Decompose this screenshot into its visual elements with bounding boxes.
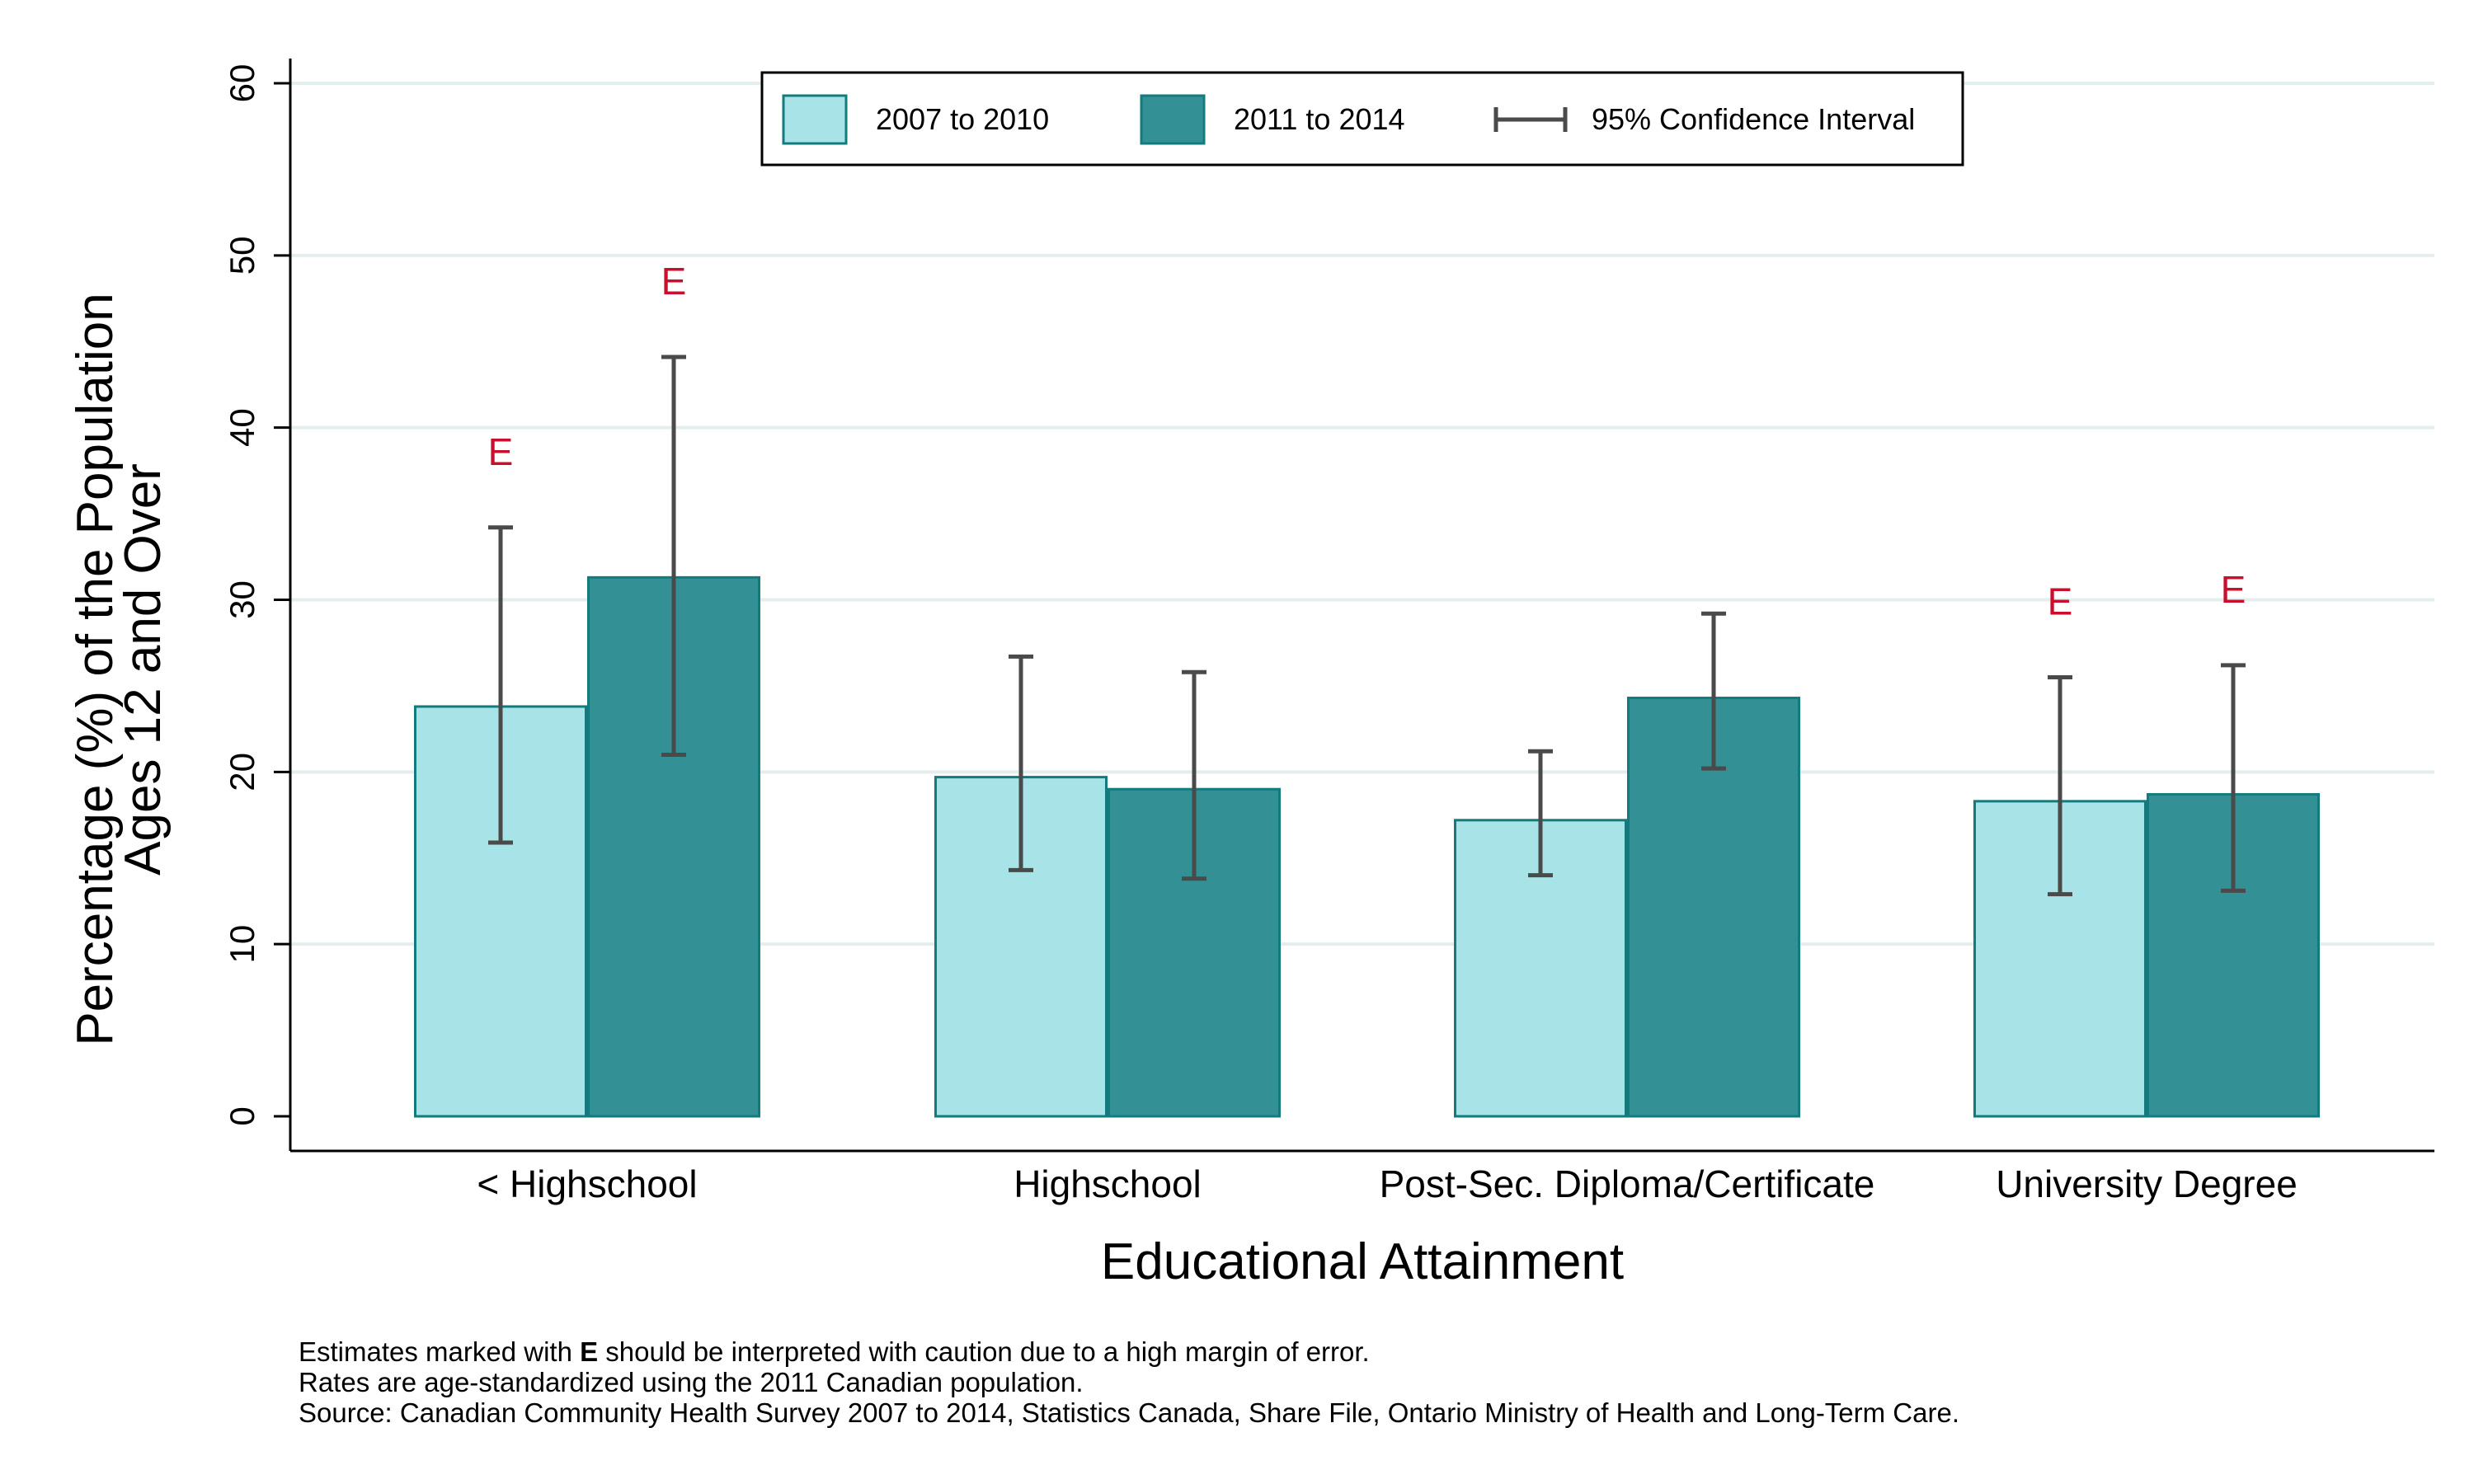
e-flag-0-series-1: E xyxy=(661,260,687,303)
footnote-line1-prefix: Estimates marked with xyxy=(299,1336,581,1367)
labels: 0 10 20 30 40 50 60 < Highschool Highschool Post-… xyxy=(223,64,2298,1205)
y-tick-label-group-60: 60 xyxy=(223,64,261,103)
y-tick-label-60: 60 xyxy=(223,64,261,103)
y-tick-label-group-50: 50 xyxy=(223,236,261,275)
legend-ci-symbol xyxy=(1493,107,1568,132)
legend: 2007 to 2010 2011 to 2014 95% Confidence… xyxy=(760,71,1964,167)
legend-swatch-2011-2014 xyxy=(1140,94,1206,145)
y-tick-label-group-30: 30 xyxy=(223,580,261,619)
category-label-3: University Degree xyxy=(1996,1162,2298,1205)
y-tick-label-0: 0 xyxy=(223,1106,261,1125)
y-tick-label-30: 30 xyxy=(223,580,261,619)
y-axis-title-line-1: Percentage (%) of the Population xyxy=(67,293,124,1045)
y-tick-label-group-20: 20 xyxy=(223,753,261,791)
y-tick-label-group-0: 0 xyxy=(223,1106,261,1125)
footnote-e-symbol: E xyxy=(580,1336,599,1367)
axes xyxy=(274,59,2434,1153)
y-tick-label-40: 40 xyxy=(223,408,261,447)
legend-label-ci: 95% Confidence Interval xyxy=(1592,102,1915,136)
e-flag-3-series-1: E xyxy=(2221,568,2246,611)
x-axis-title: Educational Attainment xyxy=(1101,1233,1624,1290)
footnote-e-marker: Estimates marked with E should be interp… xyxy=(299,1336,1959,1367)
e-flag-0-series-0: E xyxy=(488,430,514,473)
legend-label-2011-2014: 2011 to 2014 xyxy=(1234,102,1405,136)
category-label-2: Post-Sec. Diploma/Certificate xyxy=(1380,1162,1875,1205)
footnote-source: Source: Canadian Community Health Survey… xyxy=(299,1397,1959,1428)
footnote-line1-suffix: should be interpreted with caution due t… xyxy=(598,1336,1370,1367)
e-flag-3-series-0: E xyxy=(2048,580,2073,622)
confidence-intervals xyxy=(488,355,2246,897)
y-tick-label-10: 10 xyxy=(223,925,261,964)
footnotes: Estimates marked with E should be interp… xyxy=(299,1336,1959,1428)
category-label-1: Highschool xyxy=(1014,1162,1202,1205)
y-axis-title-group: Percentage (%) of the Population Ages 12… xyxy=(67,293,172,1045)
bars xyxy=(414,575,2320,1118)
category-label-0: < Highschool xyxy=(477,1162,697,1205)
legend-swatch-2007-2010 xyxy=(782,94,848,145)
y-axis-title-line-2: Ages 12 and Over xyxy=(115,463,172,876)
legend-box xyxy=(760,71,1964,167)
y-tick-label-20: 20 xyxy=(223,753,261,791)
y-tick-label-group-10: 10 xyxy=(223,925,261,964)
y-tick-label-50: 50 xyxy=(223,236,261,275)
y-tick-label-group-40: 40 xyxy=(223,408,261,447)
footnote-age-standardized: Rates are age-standardized using the 201… xyxy=(299,1367,1084,1397)
e-flags: E E E E xyxy=(488,260,2246,622)
legend-label-2007-2010: 2007 to 2010 xyxy=(876,102,1049,136)
